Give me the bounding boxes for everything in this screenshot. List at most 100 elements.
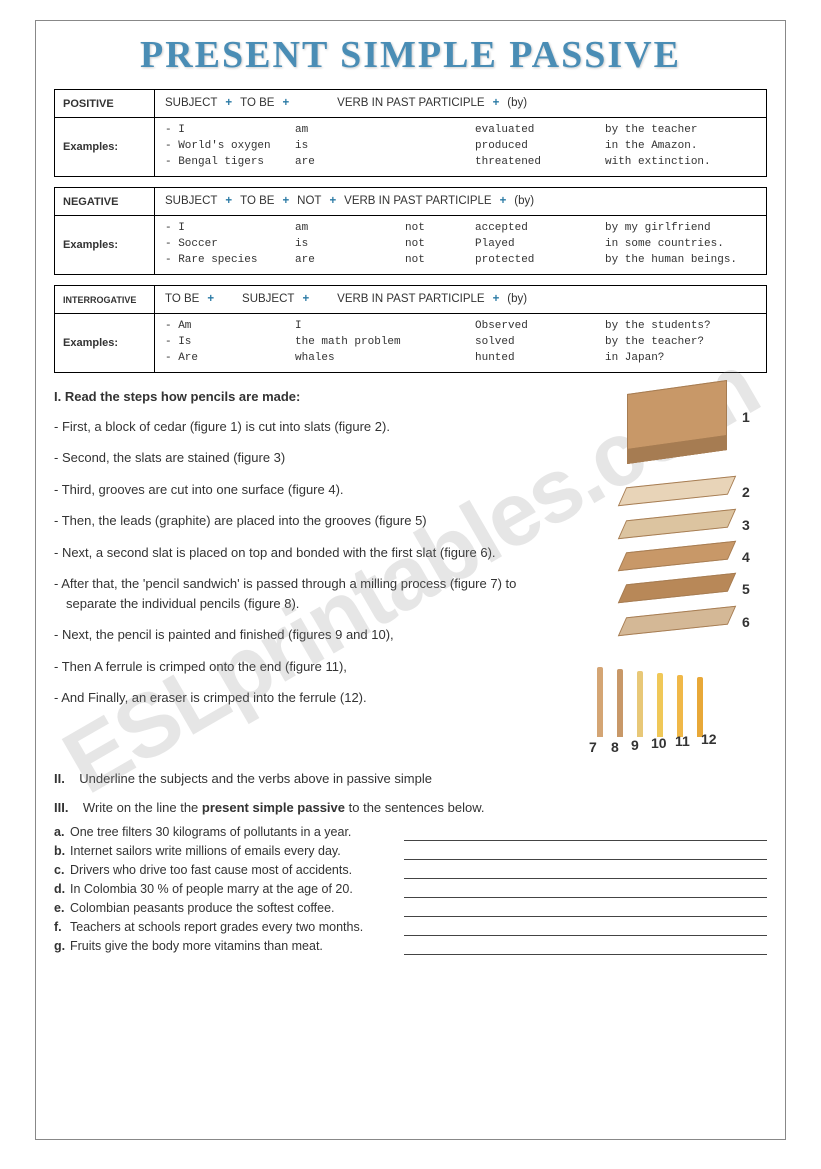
section-2: II. Underline the subjects and the verbs… <box>54 771 767 786</box>
section-1: I. Read the steps how pencils are made: … <box>54 387 767 757</box>
exercise-text: Drivers who drive too fast cause most of… <box>70 863 400 879</box>
formula-tobe: TO BE <box>240 95 274 112</box>
step-item: - Third, grooves are cut into one surfac… <box>54 480 557 500</box>
formula-verb: VERB IN PAST PARTICIPLE <box>337 291 484 308</box>
positive-label: POSITIVE <box>55 90 155 117</box>
exercise-text: Fruits give the body more vitamins than … <box>70 939 400 955</box>
pencil-diagram: 1 2 3 4 5 6 7 8 9 10 11 12 <box>567 387 767 757</box>
diagram-number: 4 <box>742 547 750 568</box>
diagram-number: 12 <box>701 729 717 750</box>
section-3-bold: present simple passive <box>202 800 345 815</box>
exercise-blank[interactable] <box>404 941 767 955</box>
plus-icon: + <box>298 291 313 308</box>
example-line: - AmIObservedby the students? <box>165 319 756 335</box>
examples-label: Examples: <box>55 118 155 176</box>
diagram-number: 2 <box>742 482 750 503</box>
exercise-row: c.Drivers who drive too fast cause most … <box>54 863 767 879</box>
step-item: - Next, the pencil is painted and finish… <box>54 625 557 645</box>
positive-formula: SUBJECT + TO BE + VERB IN PAST PARTICIPL… <box>165 95 756 112</box>
formula-by: (by) <box>507 95 527 112</box>
exercise-blank[interactable] <box>404 884 767 898</box>
plus-icon: + <box>221 193 236 210</box>
step-item: - Then A ferrule is crimped onto the end… <box>54 657 557 677</box>
interrogative-examples: - AmIObservedby the students?- Isthe mat… <box>155 314 766 372</box>
exercise-blank[interactable] <box>404 865 767 879</box>
positive-examples: - Iamevaluatedby the teacher- World's ox… <box>155 118 766 176</box>
plus-icon: + <box>221 95 236 112</box>
example-line: - Rare speciesarenotprotectedby the huma… <box>165 253 756 269</box>
steps-list: - First, a block of cedar (figure 1) is … <box>54 417 557 708</box>
plus-icon: + <box>489 291 504 308</box>
diagram-number: 3 <box>742 515 750 536</box>
exercise-letter: b. <box>54 844 70 860</box>
formula-tobe: TO BE <box>165 291 199 308</box>
exercise-text: One tree filters 30 kilograms of polluta… <box>70 825 400 841</box>
plus-icon: + <box>278 193 293 210</box>
negative-label: NEGATIVE <box>55 188 155 215</box>
interrogative-box: INTERROGATIVE TO BE + SUBJECT + VERB IN … <box>54 285 767 373</box>
formula-subject: SUBJECT <box>165 193 217 210</box>
example-line: - World's oxygenisproducedin the Amazon. <box>165 139 756 155</box>
plus-icon: + <box>496 193 511 210</box>
plus-icon: + <box>489 95 504 112</box>
exercise-letter: c. <box>54 863 70 879</box>
diagram-slat <box>618 476 736 506</box>
exercise-letter: f. <box>54 920 70 936</box>
exercise-row: a.One tree filters 30 kilograms of pollu… <box>54 825 767 841</box>
step-item: - First, a block of cedar (figure 1) is … <box>54 417 557 437</box>
section-3-text: Write on the line the <box>83 800 198 815</box>
example-line: - Arewhaleshuntedin Japan? <box>165 351 756 367</box>
section-3: III. Write on the line the present simpl… <box>54 800 767 955</box>
example-line: - Bengal tigersarethreatenedwith extinct… <box>165 155 756 171</box>
step-item: - Then, the leads (graphite) are placed … <box>54 511 557 531</box>
negative-box: NEGATIVE SUBJECT + TO BE + NOT + VERB IN… <box>54 187 767 275</box>
pencil-icon <box>637 671 643 737</box>
diagram-slat <box>618 606 736 636</box>
diagram-number: 10 <box>651 733 667 754</box>
section-3-num: III. <box>54 800 68 815</box>
diagram-number: 8 <box>611 737 619 758</box>
negative-formula: SUBJECT + TO BE + NOT + VERB IN PAST PAR… <box>165 193 756 210</box>
pencil-icon <box>597 667 603 737</box>
exercise-row: e.Colombian peasants produce the softest… <box>54 901 767 917</box>
plus-icon: + <box>203 291 218 308</box>
exercise-row: f.Teachers at schools report grades ever… <box>54 920 767 936</box>
exercise-blank[interactable] <box>404 922 767 936</box>
exercise-row: g.Fruits give the body more vitamins tha… <box>54 939 767 955</box>
step-item: - After that, the 'pencil sandwich' is p… <box>54 574 557 613</box>
interrogative-label: INTERROGATIVE <box>55 286 155 313</box>
exercise-letter: a. <box>54 825 70 841</box>
formula-verb: VERB IN PAST PARTICIPLE <box>344 193 491 210</box>
example-line: - Iamevaluatedby the teacher <box>165 123 756 139</box>
examples-label: Examples: <box>55 314 155 372</box>
diagram-slat <box>618 541 736 571</box>
page-border: ESLprintables.com PRESENT SIMPLE PASSIVE… <box>35 20 786 1140</box>
plus-icon: + <box>325 193 340 210</box>
diagram-number: 5 <box>742 579 750 600</box>
example-line: - Isthe math problemsolvedby the teacher… <box>165 335 756 351</box>
diagram-slat <box>618 509 736 539</box>
exercise-text: Colombian peasants produce the softest c… <box>70 901 400 917</box>
pencil-icon <box>617 669 623 737</box>
step-item: - Second, the slats are stained (figure … <box>54 448 557 468</box>
exercise-blank[interactable] <box>404 903 767 917</box>
pencil-icon <box>697 677 703 737</box>
page-title: PRESENT SIMPLE PASSIVE <box>54 33 767 77</box>
exercise-blank[interactable] <box>404 827 767 841</box>
exercise-text: Teachers at schools report grades every … <box>70 920 400 936</box>
exercises-list: a.One tree filters 30 kilograms of pollu… <box>54 825 767 955</box>
formula-subject: SUBJECT <box>242 291 294 308</box>
formula-not: NOT <box>297 193 321 210</box>
formula-subject: SUBJECT <box>165 95 217 112</box>
section-1-heading: I. Read the steps how pencils are made: <box>54 387 557 407</box>
formula-tobe: TO BE <box>240 193 274 210</box>
positive-box: POSITIVE SUBJECT + TO BE + VERB IN PAST … <box>54 89 767 177</box>
plus-icon: + <box>278 95 293 112</box>
exercise-text: In Colombia 30 % of people marry at the … <box>70 882 400 898</box>
section-2-text: Underline the subjects and the verbs abo… <box>79 771 432 786</box>
exercise-letter: e. <box>54 901 70 917</box>
exercise-blank[interactable] <box>404 846 767 860</box>
formula-by: (by) <box>507 291 527 308</box>
exercise-text: Internet sailors write millions of email… <box>70 844 400 860</box>
exercise-letter: g. <box>54 939 70 955</box>
